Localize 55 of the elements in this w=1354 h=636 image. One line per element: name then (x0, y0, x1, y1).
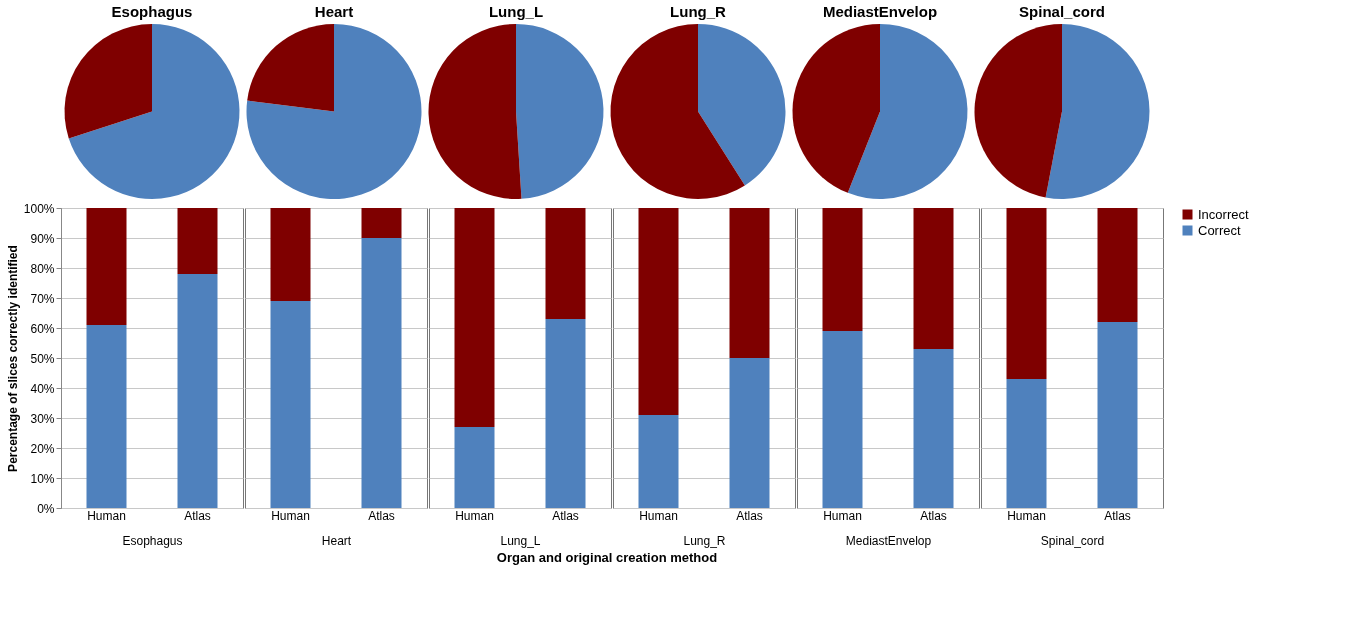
x-axis-title: Heart (321, 533, 352, 548)
bar (86, 208, 127, 325)
x-axis-title: Spinal_cord (1040, 533, 1105, 548)
bar (177, 274, 218, 508)
y-tick-label: 40% (30, 381, 55, 396)
pie-slice (610, 24, 745, 199)
x-tick-label: Human (455, 508, 494, 523)
y-tick-label: 20% (30, 441, 55, 456)
x-tick-label: Human (271, 508, 310, 523)
pie-slice (516, 24, 604, 199)
x-axis-title: Lung_L (500, 533, 541, 548)
legend-label: Correct (1198, 222, 1242, 238)
x-tick-label: Atlas (368, 508, 395, 523)
x-axis-title: Esophagus (122, 533, 183, 548)
pie-slice (974, 24, 1062, 198)
pie-slice (68, 24, 240, 199)
chart-title: Esophagus (111, 3, 193, 20)
pie-slice (64, 24, 152, 139)
pie-slice (247, 24, 334, 112)
chart-title: MediastEnvelop (822, 3, 938, 20)
pie-slice (428, 24, 522, 199)
chart-title: Lung_R (670, 3, 727, 20)
pie-slice (698, 24, 786, 186)
legend-label: Incorrect (1198, 206, 1249, 222)
y-tick-label: 80% (30, 261, 55, 276)
y-tick-label: 10% (30, 471, 55, 486)
x-axis-title: Lung_R (683, 533, 726, 548)
chart-title: Lung_L (488, 3, 544, 20)
chart-title: Spinal_cord (1019, 3, 1105, 20)
x-tick-label: Atlas (736, 508, 763, 523)
pie-slice (246, 24, 422, 199)
y-tick-label: 50% (30, 351, 55, 366)
pie-slice (1045, 24, 1150, 199)
x-tick-label: Human (87, 508, 126, 523)
x-axis-title: MediastEnvelop (845, 533, 932, 548)
x-tick-label: Atlas (184, 508, 211, 523)
y-axis-title: Percentage of slices correctly identified (5, 245, 20, 472)
x-tick-label: Human (1007, 508, 1046, 523)
x-tick-label: Atlas (920, 508, 947, 523)
y-tick-label: 60% (30, 321, 55, 336)
bar (86, 325, 127, 508)
y-tick-label: 100% (23, 201, 55, 216)
chart-title: Heart (314, 3, 354, 20)
text: Organ and original creation method (496, 550, 718, 565)
x-tick-label: Human (639, 508, 678, 523)
pie-slice (847, 24, 968, 199)
y-tick-label: 90% (30, 231, 55, 246)
x-tick-label: Human (823, 508, 862, 523)
pie-slice (792, 24, 880, 193)
y-tick-label: 0% (37, 501, 55, 516)
x-tick-label: Atlas (552, 508, 579, 523)
x-tick-label: Atlas (1104, 508, 1131, 523)
y-tick-label: 70% (30, 291, 55, 306)
y-tick-label: 30% (30, 411, 55, 426)
bar (177, 208, 218, 274)
